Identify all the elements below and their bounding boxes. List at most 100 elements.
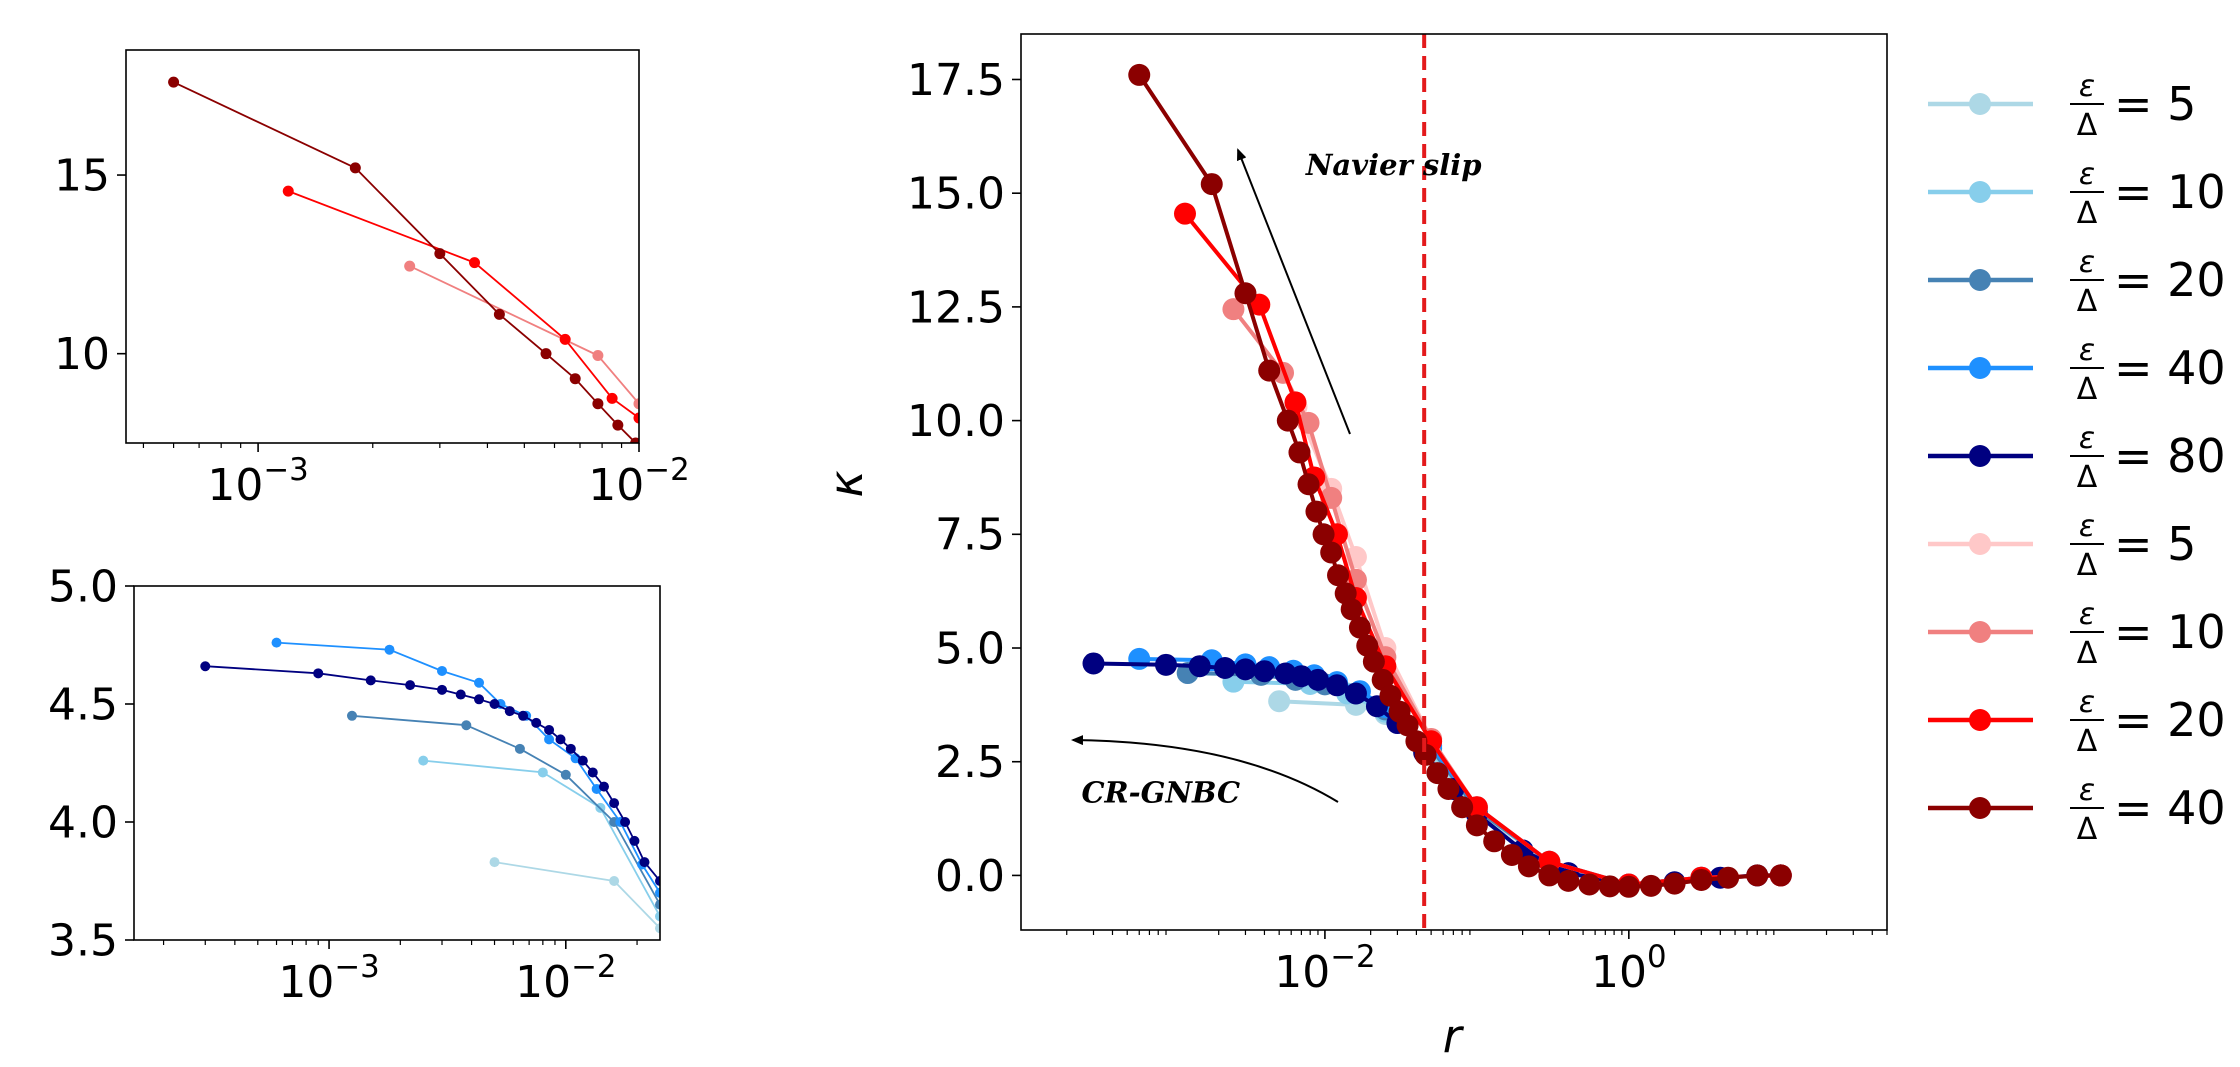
data-point: [313, 668, 324, 679]
data-point: [474, 677, 485, 688]
data-point: [1128, 647, 1151, 670]
x-tick-label: 10−3: [207, 452, 308, 511]
series-line: [423, 759, 660, 917]
legend-entry: εΔ = 40: [1928, 333, 2226, 407]
data-point: [1312, 523, 1335, 546]
navier-arrow: [1237, 148, 1351, 435]
y-axis-label: κ: [819, 470, 873, 497]
series-line: [1139, 656, 1781, 887]
data-point: [620, 817, 631, 827]
y-tick-label: 15: [54, 150, 110, 201]
data-point: [633, 398, 639, 410]
x-tick-label: 10−2: [588, 452, 689, 511]
inset-bottom-plot: 10−3 10−2 3.5 4.0 4.5 5.0: [48, 561, 661, 1008]
navier-slip-annotation: Navier slip: [1305, 148, 1482, 182]
legend-value: = 40: [2114, 341, 2226, 395]
data-point: [349, 162, 361, 174]
legend-marker: [1969, 269, 1991, 291]
legend-denominator: Δ: [2077, 284, 2098, 319]
legend-denominator: Δ: [2077, 196, 2098, 231]
data-point: [633, 412, 639, 424]
data-point: [1640, 874, 1663, 897]
y-tick-label: 0.0: [935, 851, 1005, 902]
data-point: [1290, 665, 1313, 688]
data-point: [1188, 655, 1211, 678]
legend-denominator: Δ: [2077, 812, 2098, 847]
data-point: [1276, 409, 1299, 432]
data-point: [1769, 864, 1792, 887]
y-tick-label: 12.5: [907, 282, 1005, 333]
data-point: [1234, 658, 1257, 681]
data-point: [1426, 762, 1449, 785]
data-point: [493, 308, 505, 320]
data-point: [455, 689, 466, 700]
x-tick-label: 100: [1591, 939, 1667, 998]
series-line: [205, 665, 660, 882]
legend-numerator: ε: [2079, 333, 2095, 368]
legend-marker: [1969, 93, 1991, 115]
data-point: [531, 717, 542, 728]
data-point: [1325, 674, 1348, 697]
data-point: [560, 769, 571, 780]
data-point: [404, 260, 416, 272]
legend-entry: εΔ = 5: [1928, 509, 2196, 583]
data-point: [384, 644, 395, 655]
data-point: [577, 755, 588, 766]
data-point: [655, 899, 660, 910]
data-point: [437, 665, 448, 676]
data-point: [1690, 868, 1713, 891]
legend-marker: [1969, 797, 1991, 819]
data-point: [629, 835, 640, 846]
data-point: [544, 734, 555, 745]
data-point: [1517, 855, 1540, 878]
data-point: [609, 876, 620, 886]
data-point: [655, 923, 660, 934]
data-point: [1717, 866, 1740, 889]
data-point: [1348, 616, 1371, 639]
data-point: [655, 887, 660, 898]
legend-denominator: Δ: [2077, 636, 2098, 671]
data-point: [609, 798, 620, 809]
data-point: [1297, 473, 1320, 496]
x-tick-label: 10−3: [278, 949, 379, 1008]
legend-value: = 5: [2114, 517, 2196, 571]
series-line: [173, 81, 637, 443]
data-point: [200, 661, 211, 672]
legend-value: = 40: [2114, 781, 2226, 835]
legend-numerator: ε: [2079, 509, 2095, 544]
data-point: [405, 680, 416, 691]
legend-denominator: Δ: [2077, 108, 2098, 143]
data-point: [489, 857, 500, 868]
data-point: [1128, 63, 1151, 86]
legend-entry: εΔ = 10: [1928, 597, 2226, 671]
data-point: [569, 373, 581, 385]
series-line: [351, 714, 660, 906]
data-point: [1234, 282, 1257, 305]
legend-numerator: ε: [2079, 421, 2095, 456]
data-point: [518, 710, 529, 721]
series-line: [1137, 73, 1781, 889]
data-point: [474, 694, 485, 705]
data-point: [1284, 391, 1307, 414]
legend-entry: εΔ = 10: [1928, 157, 2226, 231]
legend-entry: εΔ = 80: [1928, 421, 2226, 495]
data-point: [1465, 814, 1488, 837]
data-point: [1305, 500, 1328, 523]
legend-value: = 80: [2114, 429, 2226, 483]
data-point: [559, 333, 571, 345]
data-point: [587, 767, 598, 778]
legend-numerator: ε: [2079, 773, 2095, 808]
y-tick-label: 7.5: [935, 510, 1005, 561]
data-point: [639, 857, 650, 868]
series-line: [276, 641, 660, 894]
data-point: [1500, 843, 1523, 866]
data-point: [514, 743, 525, 754]
data-point: [504, 706, 515, 717]
data-point: [1213, 657, 1236, 680]
legend-value: = 20: [2114, 693, 2226, 747]
legend-entry: εΔ = 5: [1928, 69, 2196, 143]
series-line: [1183, 212, 1781, 887]
legend-numerator: ε: [2079, 245, 2095, 280]
data-point: [1258, 359, 1281, 382]
